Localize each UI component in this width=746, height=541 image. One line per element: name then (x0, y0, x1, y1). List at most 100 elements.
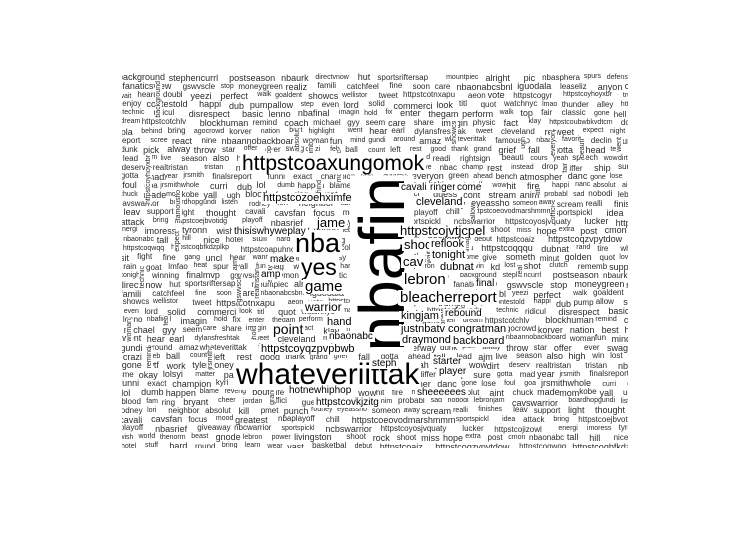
word-small: watchnyc (504, 99, 538, 109)
word-cloud-small-words: background stephencurrl postseason nbaurk di… (122, 73, 628, 448)
word-small: famili (317, 81, 337, 91)
word-small: mad (519, 369, 536, 379)
word-small: hear (369, 126, 388, 137)
word-small: stuff (145, 442, 159, 448)
word-small: someth (505, 252, 536, 263)
word-small: dirt (486, 361, 500, 372)
word-small: boardhopgundi (169, 199, 217, 207)
word-small: left (213, 352, 226, 363)
word-small: ship (594, 163, 611, 174)
word-small: rest (409, 146, 422, 154)
word-small: hit (506, 181, 516, 192)
word-small: champion (172, 379, 212, 390)
word-small: cavsfan (151, 414, 183, 424)
word-small: wellistor (152, 298, 179, 306)
word-small: trump (622, 92, 628, 100)
word-small: highlight (624, 324, 629, 335)
word-small: michael (313, 117, 341, 127)
word-small: cmon (508, 434, 526, 441)
word-small: lord (144, 306, 158, 316)
word-small: kyri (215, 378, 229, 388)
word-small: tweet (476, 128, 493, 136)
word-small: enter (248, 316, 265, 324)
word-small: nine (201, 136, 217, 146)
word-small: disrespect (188, 109, 230, 120)
word-small: highlight (308, 128, 335, 135)
word-small: bring (553, 416, 569, 424)
word-small: sad (430, 397, 442, 405)
word-small: curri (210, 180, 228, 191)
word-small: remind (252, 118, 278, 128)
word-small: basic (242, 109, 264, 120)
word-yes: yes (299, 254, 339, 280)
word-small: tonight (122, 272, 143, 280)
word-small: whateverittak (199, 343, 247, 353)
word-small: light (179, 208, 195, 218)
word-small: thunder (561, 99, 589, 109)
word-small: curri (602, 380, 617, 388)
word-small: star (533, 342, 547, 352)
word-small: goat (146, 262, 162, 272)
word-small: perform (298, 316, 323, 324)
word-bleacherreport: bleacherreport (398, 289, 499, 306)
word-small: exact (293, 172, 313, 182)
word-small: kevin (467, 262, 484, 270)
word-amp: amp (259, 269, 283, 280)
word-small: grand (473, 146, 492, 154)
word-small: quot (278, 307, 296, 318)
word-small: bout (252, 387, 270, 398)
word-ringer: ringer (428, 182, 458, 193)
word-small: hit (375, 387, 385, 397)
word-small: imoress (144, 225, 177, 236)
word-small: wow (603, 154, 618, 162)
word-small: even (321, 99, 340, 109)
word-small: hope (443, 432, 464, 443)
word-small: ever (584, 342, 600, 352)
word-cav: cav (401, 254, 426, 269)
word-small: thank (451, 145, 469, 153)
word-small: gone (594, 110, 610, 117)
word-small: whole (620, 244, 628, 254)
word-small: httpstcojizowl (615, 217, 628, 228)
word-small-vertical: titl (534, 188, 542, 195)
word-small: differ (418, 370, 436, 380)
word-small: support (609, 261, 628, 272)
word-small: shoot (396, 433, 417, 443)
word-small: around (147, 343, 173, 353)
word-small: tweet (252, 335, 270, 342)
word-small: fix (385, 109, 393, 117)
word-small: rain (123, 261, 137, 271)
word-small: underway (397, 343, 437, 353)
word-small: sad (573, 190, 585, 198)
word-small: debut (354, 442, 373, 448)
word-small: gswvscle (182, 81, 216, 91)
word-httpstcovkjzitg: httpstcovkjzitg (314, 397, 381, 408)
word-small: cavswarrior (122, 198, 160, 208)
word-small: scream (556, 199, 584, 209)
word-small: offer (243, 145, 258, 153)
word-small: went (347, 127, 363, 135)
word-small: bryant (183, 397, 209, 408)
word-small: round (195, 441, 216, 448)
word-small: live (495, 352, 508, 362)
word-small: lose (481, 379, 496, 389)
word-small: share (221, 324, 242, 334)
word-small: tire (597, 243, 609, 253)
word-small: dubnat (541, 243, 569, 254)
word-small: post (580, 226, 598, 237)
word-small: alway (167, 144, 191, 155)
word-small: listen (221, 199, 238, 207)
word-small: happen (297, 180, 325, 190)
word-small: blame (329, 180, 352, 190)
word-small: nbafinal (297, 108, 330, 119)
word-small: thought (206, 208, 237, 219)
word-small: nbaonabcsbnl (456, 82, 513, 93)
word-small: gyy (347, 117, 360, 127)
word-small-vertical: ugh (520, 136, 528, 149)
word-small: funni (267, 171, 285, 181)
word-small: instead (511, 163, 534, 171)
word-small: dub (229, 100, 245, 111)
word-small: aint (622, 181, 628, 189)
word-kingjam: kingjam (399, 310, 441, 322)
word-small-vertical: showcs (451, 121, 459, 145)
